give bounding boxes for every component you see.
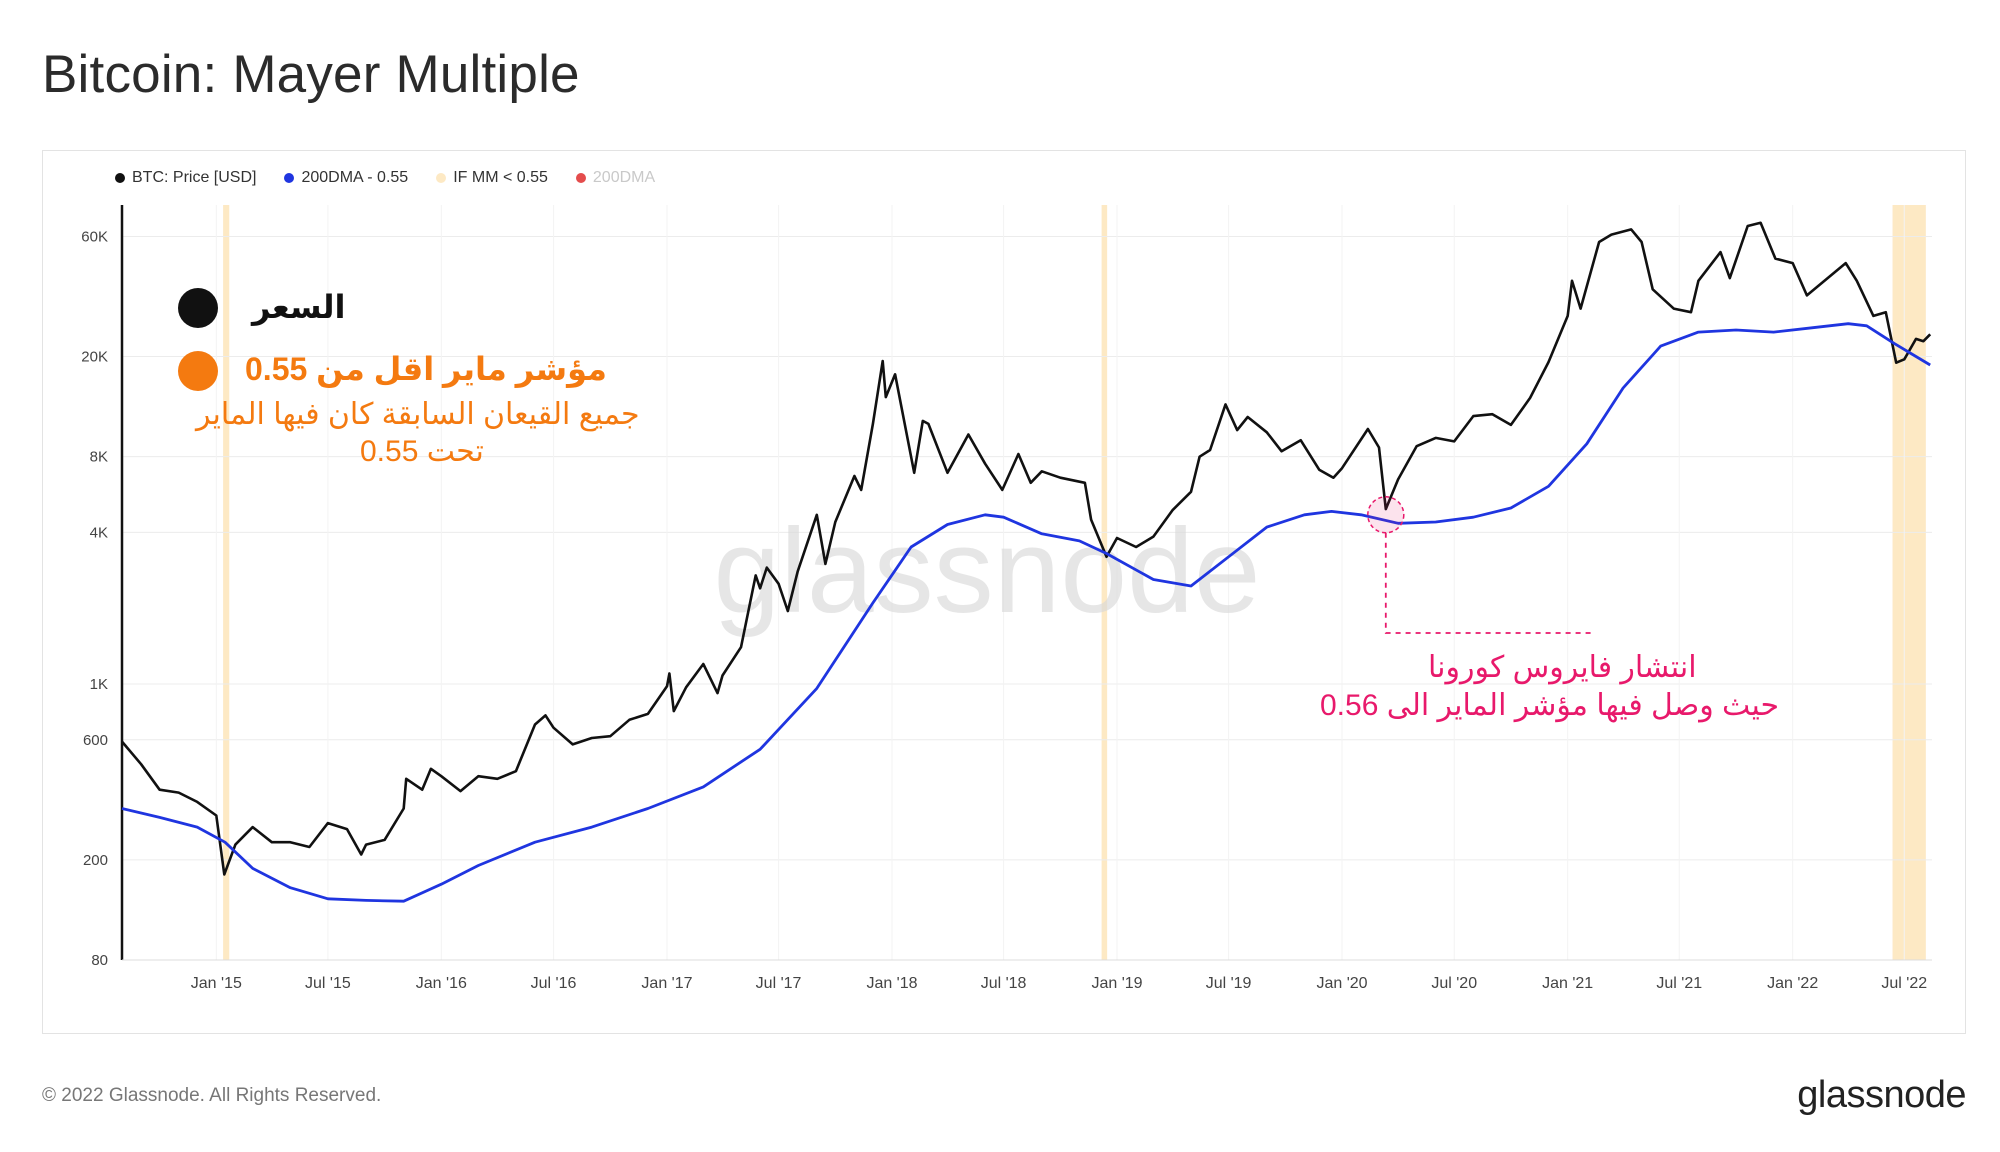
chart-title: Bitcoin: Mayer Multiple: [42, 45, 580, 104]
x-tick-label-6: Jan '18: [866, 975, 917, 992]
annotation-covid-1: انتشار فايروس كورونا: [1428, 651, 1697, 684]
highlight-band-1: [1101, 205, 1108, 960]
annotation-price-dot: [178, 288, 218, 328]
x-tick-label-15: Jul '22: [1881, 975, 1927, 992]
annotation-mm-note-1: جميع القيعان السابقة كان فيها الماير: [196, 398, 640, 431]
y-tick-label-4: 1K: [90, 676, 108, 693]
y-tick-label-7: 80: [91, 952, 108, 969]
legend-dot-dma-055: [284, 173, 295, 183]
legend: BTC: Price [USD] 200DMA - 0.55 IF MM < 0…: [115, 169, 655, 187]
legend-item-dma[interactable]: 200DMA: [575, 169, 656, 187]
annotation-price-label: السعر: [252, 289, 346, 325]
x-tick-label-1: Jul '15: [305, 975, 351, 992]
x-tick-label-8: Jan '19: [1091, 975, 1142, 992]
x-tick-label-4: Jan '17: [641, 975, 692, 992]
y-tick-label-3: 4K: [90, 524, 108, 541]
x-tick-label-13: Jul '21: [1656, 975, 1702, 992]
legend-label-dma: 200DMA: [592, 169, 656, 186]
y-tick-label-6: 200: [83, 852, 108, 869]
footer-copyright: © 2022 Glassnode. All Rights Reserved.: [42, 1085, 382, 1106]
legend-dot-band: [436, 173, 447, 183]
annotation-covid-2: حيث وصل فيها مؤشر الماير الى 0.56: [1320, 689, 1780, 722]
legend-label-price: BTC: Price [USD]: [132, 169, 257, 186]
legend-item-price[interactable]: BTC: Price [USD]: [115, 169, 256, 187]
highlight-band-2: [1892, 205, 1926, 960]
annotation-mm-dot: [178, 351, 218, 391]
covid-connector: [1384, 532, 1592, 634]
y-tick-label-5: 600: [83, 732, 108, 749]
x-tick-label-0: Jan '15: [191, 975, 242, 992]
chart-frame: BTC: Price [USD] 200DMA - 0.55 IF MM < 0…: [42, 150, 1966, 1034]
series-line-0: [121, 221, 1932, 876]
annotation-mm-note-2: تحت 0.55: [360, 435, 484, 468]
legend-dot-price: [115, 173, 125, 183]
x-tick-label-14: Jan '22: [1767, 975, 1818, 992]
x-tick-label-12: Jan '21: [1542, 975, 1593, 992]
legend-label-dma-055: 200DMA - 0.55: [301, 169, 409, 186]
x-tick-label-10: Jan '20: [1316, 975, 1367, 992]
x-tick-label-9: Jul '19: [1206, 975, 1252, 992]
legend-label-band: IF MM < 0.55: [453, 169, 548, 186]
x-tick-label-7: Jul '18: [981, 975, 1027, 992]
watermark: glassnode: [713, 504, 1260, 638]
x-tick-label-3: Jul '16: [531, 975, 577, 992]
covid-marker-circle: [1367, 496, 1405, 534]
y-tick-label-2: 8K: [90, 449, 108, 466]
legend-item-band[interactable]: IF MM < 0.55: [436, 169, 548, 187]
x-tick-label-11: Jul '20: [1431, 975, 1477, 992]
legend-item-dma-055[interactable]: 200DMA - 0.55: [284, 169, 408, 187]
y-tick-label-1: 20K: [81, 349, 108, 366]
series-line-1: [121, 322, 1931, 903]
x-tick-label-5: Jul '17: [756, 975, 802, 992]
annotation-mm-label: مؤشر ماير اقل من 0.55: [245, 351, 607, 387]
highlight-band-0: [223, 205, 230, 960]
x-tick-label-2: Jan '16: [416, 975, 467, 992]
footer-logo[interactable]: glassnode: [1797, 1074, 1966, 1116]
legend-dot-dma: [575, 173, 586, 183]
y-tick-label-0: 60K: [81, 228, 108, 245]
